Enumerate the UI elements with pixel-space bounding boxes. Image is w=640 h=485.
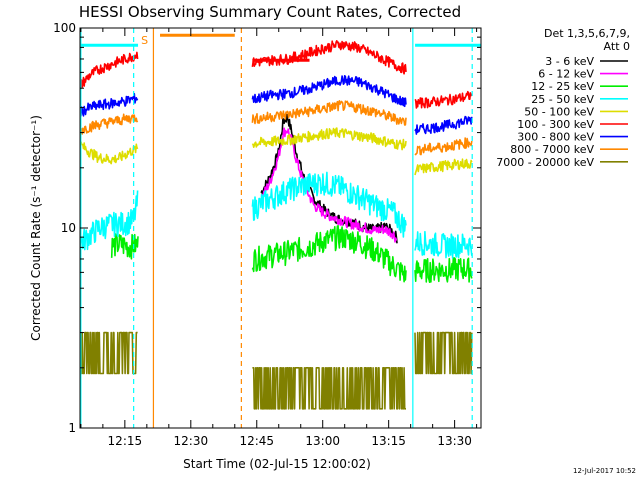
- x-axis-title: Start Time (02-Jul-15 12:00:02): [183, 457, 371, 471]
- axes-layer: 12:15 12:30 12:45 13:00 13:15 13:30 1 10 100: [53, 21, 482, 448]
- series-trace-segment: [80, 113, 139, 135]
- series-trace-segment: [80, 190, 139, 251]
- chart-title: HESSI Observing Summary Count Rates, Cor…: [79, 3, 461, 21]
- series-trace-segment: [414, 257, 473, 283]
- series-trace-segment: [80, 92, 139, 117]
- legend-header: Att 0: [604, 40, 630, 53]
- legend-entry-label: 7000 - 20000 keV: [496, 156, 594, 169]
- series-layer: [80, 40, 473, 410]
- series-trace-segment: [414, 158, 473, 176]
- legend-entry-label: 3 - 6 keV: [545, 55, 594, 68]
- series-12-25-kev: [110, 225, 473, 283]
- legend-entry-label: 6 - 12 keV: [538, 68, 594, 81]
- x-tick-label: 13:00: [305, 434, 340, 448]
- x-tick-label: 13:30: [437, 434, 472, 448]
- legend-entry-label: 12 - 25 keV: [531, 80, 594, 93]
- legend-entry-label: 800 - 7000 keV: [510, 143, 594, 156]
- annotation-label: S: [141, 34, 148, 47]
- legend-entry-label: 25 - 50 keV: [531, 93, 594, 106]
- legend-entry-label: 100 - 300 keV: [517, 118, 594, 131]
- legend-entry-label: 50 - 100 keV: [524, 105, 594, 118]
- series-trace-segment: [414, 230, 473, 259]
- x-tick-label: 12:45: [239, 434, 274, 448]
- generation-timestamp: 12-Jul-2017 10:52: [573, 467, 636, 475]
- y-tick-label: 100: [53, 21, 76, 35]
- x-tick-label: 12:30: [174, 434, 209, 448]
- series-300-800-kev: [80, 75, 473, 135]
- legend-entry-label: 300 - 800 keV: [517, 131, 594, 144]
- attenuator-bar-layer: [80, 33, 481, 62]
- series-trace-segment: [251, 100, 407, 126]
- series-trace-segment: [260, 127, 398, 243]
- series-trace-segment: [251, 127, 407, 151]
- series-trace-segment: [414, 137, 473, 156]
- series-50-100-kev: [80, 127, 473, 176]
- series-7000-20000-kev: [80, 331, 473, 410]
- series-trace-segment: [414, 90, 473, 109]
- series-trace-segment: [80, 51, 139, 88]
- series-trace-segment: [252, 367, 407, 410]
- series-6-12-kev: [260, 127, 398, 243]
- x-tick-label: 12:15: [108, 434, 143, 448]
- series-trace-segment: [110, 233, 139, 260]
- series-trace-segment: [251, 75, 407, 108]
- x-tick-label: 13:15: [371, 434, 406, 448]
- series-trace-segment: [80, 141, 139, 165]
- series-800-7000-kev: [80, 100, 473, 156]
- series-trace-segment: [251, 225, 407, 283]
- series-trace-segment: [251, 171, 407, 238]
- series-trace-segment: [414, 331, 473, 375]
- series-trace-segment: [414, 115, 473, 135]
- legend-header: Det 1,3,5,6,7,9,: [544, 27, 630, 40]
- series-trace-segment: [80, 331, 138, 375]
- y-tick-label: 10: [61, 221, 76, 235]
- series-25-50-kev: [80, 171, 473, 259]
- y-axis-title: Corrected Count Rate (s⁻¹ detector⁻¹): [29, 115, 43, 341]
- y-tick-label: 1: [68, 421, 76, 435]
